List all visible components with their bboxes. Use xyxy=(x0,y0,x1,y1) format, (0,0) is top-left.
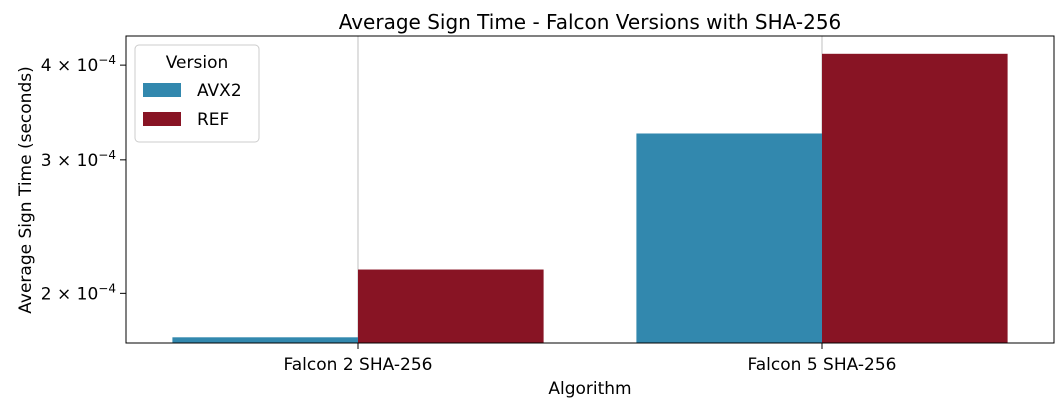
x-tick-label: Falcon 2 SHA-256 xyxy=(284,355,433,375)
bars xyxy=(172,53,1008,343)
x-axis-label: Algorithm xyxy=(548,379,631,399)
bar-ref-2 xyxy=(822,53,1008,343)
legend-label-avx2: AVX2 xyxy=(197,81,242,101)
x-axis: Falcon 2 SHA-256 Falcon 5 SHA-256 xyxy=(284,343,897,375)
y-tick-label: 2 × 10−4 xyxy=(41,281,116,304)
chart-title: Average Sign Time - Falcon Versions with… xyxy=(339,10,842,34)
bar-avx2-2 xyxy=(636,133,822,343)
legend-swatch-avx2 xyxy=(143,83,181,97)
y-tick-label: 3 × 10−4 xyxy=(41,148,116,171)
legend-title: Version xyxy=(166,53,229,73)
legend-label-ref: REF xyxy=(197,110,229,130)
bar-ref-1 xyxy=(358,269,544,343)
y-tick-label: 4 × 10−4 xyxy=(41,53,116,76)
x-tick-label: Falcon 5 SHA-256 xyxy=(748,355,897,375)
y-axis: 2 × 10−4 3 × 10−4 4 × 10−4 xyxy=(41,53,126,304)
y-axis-label: Average Sign Time (seconds) xyxy=(16,66,36,313)
plot-frame xyxy=(125,35,1055,344)
legend: Version AVX2 REF xyxy=(134,44,260,143)
bar-avx2-1 xyxy=(172,337,358,343)
legend-swatch-ref xyxy=(143,112,181,126)
